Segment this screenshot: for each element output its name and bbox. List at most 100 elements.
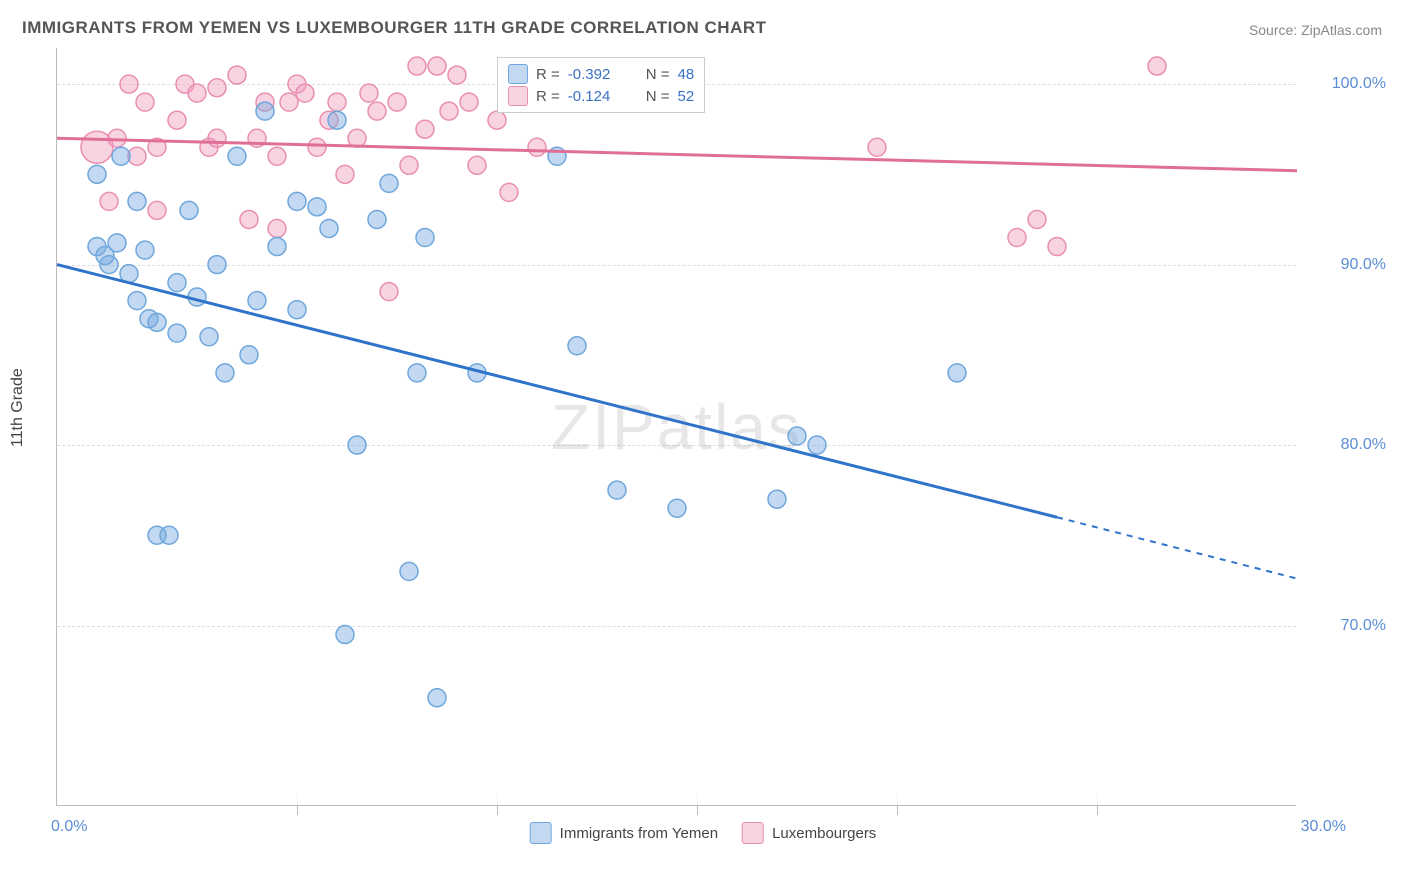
data-point: [328, 111, 346, 129]
data-point: [308, 198, 326, 216]
data-point: [408, 364, 426, 382]
data-point: [448, 66, 466, 84]
x-tick: [297, 805, 298, 815]
legend-swatch: [508, 64, 528, 84]
data-point: [788, 427, 806, 445]
data-point: [188, 84, 206, 102]
data-point: [296, 84, 314, 102]
legend-swatch: [530, 822, 552, 844]
data-point: [268, 147, 286, 165]
data-point: [360, 84, 378, 102]
legend-bottom: Immigrants from Yemen Luxembourgers: [530, 822, 877, 844]
data-point: [120, 75, 138, 93]
legend-row: R =-0.124N =52: [508, 86, 694, 106]
legend-n-value: 52: [678, 88, 695, 105]
chart-container: IMMIGRANTS FROM YEMEN VS LUXEMBOURGER 11…: [0, 0, 1406, 892]
x-tick: [897, 805, 898, 815]
y-tick-label: 70.0%: [1341, 617, 1386, 635]
legend-item: Immigrants from Yemen: [530, 822, 718, 844]
data-point: [180, 201, 198, 219]
legend-n-value: 48: [678, 66, 695, 83]
data-point: [160, 526, 178, 544]
legend-n-label: N =: [646, 88, 670, 105]
plot-area: ZIPatlas R =-0.392N =48R =-0.124N =52: [56, 48, 1296, 806]
data-point: [488, 111, 506, 129]
legend-swatch: [742, 822, 764, 844]
data-point: [320, 219, 338, 237]
trend-line-extrapolated: [1057, 517, 1297, 578]
data-point: [268, 219, 286, 237]
data-point: [428, 689, 446, 707]
data-point: [128, 192, 146, 210]
legend-row: R = -0.392 N = 48: [508, 64, 694, 84]
data-point: [288, 301, 306, 319]
x-left-label: 0.0%: [51, 818, 87, 836]
data-point: [336, 626, 354, 644]
data-point: [228, 66, 246, 84]
legend-r-label: R =: [536, 66, 560, 83]
legend-r-value: -0.392: [568, 66, 628, 83]
y-tick-label: 100.0%: [1332, 75, 1386, 93]
data-point: [256, 102, 274, 120]
data-point: [280, 93, 298, 111]
data-point: [348, 436, 366, 454]
data-point: [216, 364, 234, 382]
x-tick: [697, 805, 698, 815]
data-point: [248, 292, 266, 310]
data-point: [208, 129, 226, 147]
data-point: [168, 324, 186, 342]
data-point: [1008, 229, 1026, 247]
data-point: [308, 138, 326, 156]
legend-item: Luxembourgers: [742, 822, 876, 844]
legend-r-value: -0.124: [568, 88, 628, 105]
data-point: [168, 111, 186, 129]
legend-n-label: N =: [646, 66, 670, 83]
data-point: [268, 238, 286, 256]
data-point: [440, 102, 458, 120]
data-point: [88, 165, 106, 183]
data-point: [608, 481, 626, 499]
chart-title: IMMIGRANTS FROM YEMEN VS LUXEMBOURGER 11…: [22, 18, 767, 38]
data-point: [112, 147, 130, 165]
trend-line: [57, 265, 1057, 518]
data-point: [468, 156, 486, 174]
data-point: [128, 292, 146, 310]
data-point: [428, 57, 446, 75]
data-point: [240, 210, 258, 228]
chart-svg: [57, 48, 1296, 805]
data-point: [328, 93, 346, 111]
legend-series-name: Immigrants from Yemen: [560, 825, 718, 842]
data-point: [408, 57, 426, 75]
data-point: [368, 210, 386, 228]
y-axis-title: 11th Grade: [9, 368, 27, 447]
data-point: [288, 192, 306, 210]
x-tick: [1097, 805, 1098, 815]
data-point: [568, 337, 586, 355]
data-point: [808, 436, 826, 454]
data-point: [460, 93, 478, 111]
data-point: [768, 490, 786, 508]
legend-series-name: Luxembourgers: [772, 825, 876, 842]
data-point: [400, 562, 418, 580]
data-point: [380, 174, 398, 192]
source-label: Source: ZipAtlas.com: [1249, 22, 1382, 38]
data-point: [528, 138, 546, 156]
data-point: [1048, 238, 1066, 256]
y-tick-label: 80.0%: [1341, 436, 1386, 454]
data-point: [400, 156, 418, 174]
data-point: [100, 256, 118, 274]
data-point: [108, 234, 126, 252]
data-point: [136, 241, 154, 259]
y-tick-label: 90.0%: [1341, 256, 1386, 274]
x-tick: [497, 805, 498, 815]
data-point: [500, 183, 518, 201]
data-point: [416, 120, 434, 138]
data-point: [1028, 210, 1046, 228]
legend-top: R = -0.392 N = 48R = -0.124 N = 52: [497, 57, 705, 113]
data-point: [208, 79, 226, 97]
data-point: [208, 256, 226, 274]
x-right-label: 30.0%: [1301, 818, 1346, 836]
data-point: [148, 313, 166, 331]
data-point: [388, 93, 406, 111]
data-point: [380, 283, 398, 301]
